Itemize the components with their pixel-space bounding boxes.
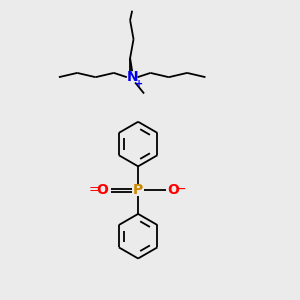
Text: P: P: [133, 183, 143, 197]
Text: N: N: [126, 70, 138, 84]
Text: O: O: [167, 183, 179, 197]
Text: O: O: [97, 183, 108, 197]
Text: −: −: [177, 184, 187, 194]
Text: +: +: [135, 79, 143, 89]
Text: =: =: [88, 183, 99, 196]
